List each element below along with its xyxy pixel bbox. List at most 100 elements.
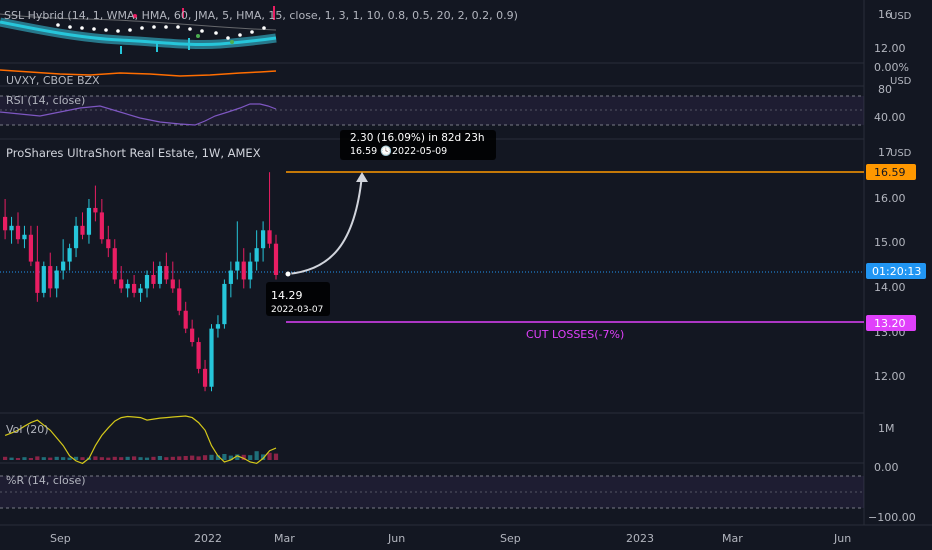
candle-up[interactable] <box>222 283 227 325</box>
candle-down[interactable] <box>241 261 246 280</box>
candle-up[interactable] <box>9 225 14 231</box>
volume-bar[interactable] <box>228 455 233 460</box>
volume-bar[interactable] <box>273 453 279 460</box>
volume-bar[interactable] <box>28 458 33 460</box>
candle-down[interactable] <box>93 207 98 213</box>
candle-up[interactable] <box>22 234 27 240</box>
candle-down[interactable] <box>151 274 156 284</box>
candle-up[interactable] <box>144 274 150 289</box>
volume-bar[interactable] <box>15 458 21 460</box>
volume-bar[interactable] <box>144 457 150 460</box>
candle-down[interactable] <box>164 266 169 280</box>
volume-bar[interactable] <box>73 456 79 460</box>
volume-bar[interactable] <box>93 456 98 460</box>
volume-bar[interactable] <box>67 457 72 460</box>
candle-up[interactable] <box>235 261 240 271</box>
uvxy-legend[interactable]: UVXY, CBOE BZX <box>6 74 100 87</box>
candle-down[interactable] <box>132 283 137 293</box>
volume-bar[interactable] <box>35 456 40 460</box>
candle-down[interactable] <box>80 225 85 235</box>
volume-bar[interactable] <box>54 456 59 460</box>
volume-bar[interactable] <box>196 456 201 460</box>
volume-bar[interactable] <box>209 454 214 460</box>
volume-bar[interactable] <box>267 452 272 460</box>
candle-down[interactable] <box>48 266 53 289</box>
candle-up[interactable] <box>157 266 162 284</box>
candle-up[interactable] <box>261 230 266 249</box>
volume-bar[interactable] <box>9 457 14 460</box>
candle-down[interactable] <box>202 368 208 387</box>
cut-losses-tag[interactable] <box>866 315 916 331</box>
candle-down[interactable] <box>183 310 188 329</box>
volume-bar[interactable] <box>125 456 130 460</box>
ssl-hybrid-legend[interactable]: SSL Hybrid (14, 1, WMA, HMA, 60, JMA, 5,… <box>4 9 518 22</box>
volume-bar[interactable] <box>48 457 53 460</box>
main-series-title[interactable]: ProShares UltraShort Real Estate, 1W, AM… <box>6 146 261 160</box>
ssl-hybrid-pane[interactable] <box>0 6 277 54</box>
volume-bar[interactable] <box>190 455 195 460</box>
candle-down[interactable] <box>273 243 279 275</box>
countdown-tag[interactable] <box>866 263 926 279</box>
projection-label-box[interactable] <box>340 130 496 160</box>
candle-down[interactable] <box>35 261 40 293</box>
projection-start-point[interactable] <box>284 270 292 278</box>
volume-bar[interactable] <box>138 457 143 460</box>
volume-bar[interactable] <box>261 454 266 460</box>
candle-down[interactable] <box>99 212 104 240</box>
volume-bar[interactable] <box>183 456 188 460</box>
candle-up[interactable] <box>138 288 143 293</box>
volume-bar[interactable] <box>151 456 156 460</box>
candle-down[interactable] <box>106 239 111 249</box>
volume-bar[interactable] <box>119 457 124 460</box>
projection-arrow[interactable] <box>287 174 363 275</box>
candle-down[interactable] <box>196 342 201 369</box>
volume-bar[interactable] <box>164 457 169 460</box>
candle-up[interactable] <box>41 266 46 293</box>
candle-up[interactable] <box>228 270 233 284</box>
candle-up[interactable] <box>248 261 253 280</box>
volume-bar[interactable] <box>22 457 27 460</box>
candles-group[interactable] <box>3 172 279 392</box>
volume-bar[interactable] <box>132 456 137 460</box>
candle-up[interactable] <box>73 225 79 249</box>
volume-legend[interactable]: Vol (20) <box>6 423 49 436</box>
volume-bar[interactable] <box>80 457 85 460</box>
candle-down[interactable] <box>190 328 195 343</box>
volume-bar[interactable] <box>106 457 111 460</box>
candle-down[interactable] <box>177 288 182 311</box>
volume-bar[interactable] <box>222 454 227 460</box>
candle-down[interactable] <box>170 279 175 289</box>
candle-down[interactable] <box>28 234 33 262</box>
candle-down[interactable] <box>267 230 272 244</box>
volume-bar[interactable] <box>41 457 46 460</box>
volume-bar[interactable] <box>170 456 175 460</box>
candle-down[interactable] <box>112 248 117 280</box>
candle-down[interactable] <box>15 225 21 240</box>
rsi-line[interactable] <box>0 103 277 126</box>
volume-bar[interactable] <box>157 456 162 460</box>
rsi-legend[interactable]: RSI (14, close) <box>6 94 85 107</box>
uvxy-line[interactable] <box>0 69 277 77</box>
wpr-legend[interactable]: %R (14, close) <box>6 474 86 487</box>
volume-bar[interactable] <box>241 454 246 460</box>
volume-bar[interactable] <box>61 457 66 460</box>
candle-up[interactable] <box>61 261 66 271</box>
candle-up[interactable] <box>215 324 221 329</box>
wpr-line[interactable] <box>4 415 277 465</box>
candle-up[interactable] <box>209 328 214 387</box>
start-label-box[interactable] <box>266 282 330 316</box>
candle-up[interactable] <box>125 283 130 289</box>
candle-up[interactable] <box>86 207 92 235</box>
candle-down[interactable] <box>3 216 8 231</box>
volume-bar[interactable] <box>248 455 253 460</box>
candle-up[interactable] <box>67 248 72 262</box>
candle-up[interactable] <box>254 248 259 262</box>
volume-bar[interactable] <box>235 454 240 460</box>
volume-bars[interactable] <box>3 451 279 460</box>
volume-bar[interactable] <box>177 456 182 460</box>
volume-bar[interactable] <box>99 457 104 460</box>
candle-down[interactable] <box>119 279 124 289</box>
volume-bar[interactable] <box>3 456 8 460</box>
volume-bar[interactable] <box>215 455 221 460</box>
